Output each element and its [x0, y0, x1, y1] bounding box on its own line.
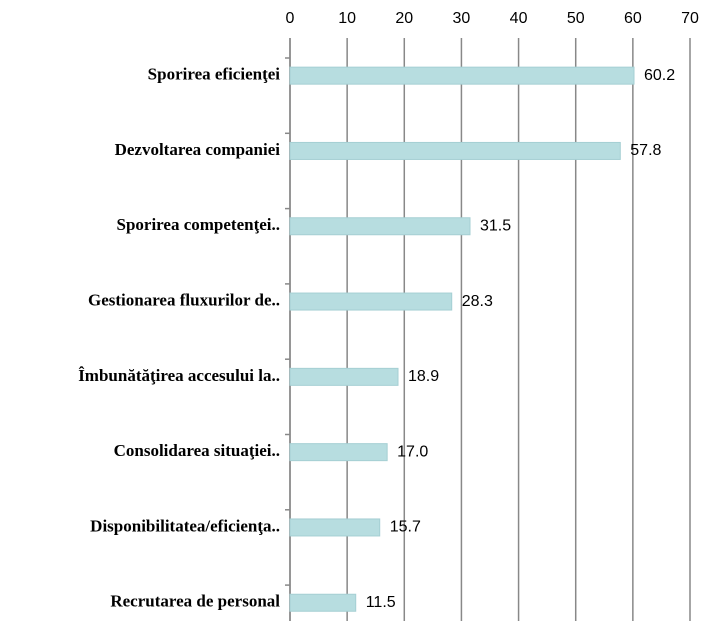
value-label: 15.7 — [390, 519, 421, 536]
value-label: 18.9 — [408, 368, 439, 385]
value-label: 57.8 — [630, 142, 661, 159]
x-tick-label: 50 — [567, 10, 585, 27]
x-tick-label: 0 — [286, 10, 295, 27]
category-label: Disponibilitatea/eficienţa.. — [90, 516, 280, 535]
bar — [289, 367, 399, 386]
x-tick-label: 30 — [453, 10, 471, 27]
bar — [289, 443, 388, 462]
category-label: Sporirea eficienţei — [148, 65, 281, 84]
value-label: 60.2 — [644, 67, 675, 84]
category-label: Consolidarea situaţiei.. — [114, 441, 280, 460]
x-tick-label: 40 — [510, 10, 528, 27]
x-tick-label: 10 — [338, 10, 356, 27]
bar — [289, 141, 621, 160]
bar — [289, 217, 471, 236]
x-tick-label: 70 — [681, 10, 699, 27]
value-label: 31.5 — [480, 217, 511, 234]
category-label: Sporirea competenţei.. — [116, 215, 280, 234]
bar — [289, 518, 381, 537]
bar — [289, 292, 453, 311]
x-tick-label: 60 — [624, 10, 642, 27]
value-label: 17.0 — [397, 443, 428, 460]
category-label: Gestionarea fluxurilor de.. — [88, 290, 280, 309]
category-label: Îmbunătăţirea accesului la.. — [78, 366, 280, 385]
category-label: Dezvoltarea companiei — [115, 140, 281, 159]
value-label: 28.3 — [462, 293, 493, 310]
category-label: Recrutarea de personal — [110, 592, 280, 611]
x-tick-label: 20 — [395, 10, 413, 27]
value-label: 11.5 — [366, 594, 396, 611]
bar — [289, 66, 635, 85]
bar — [289, 593, 357, 612]
